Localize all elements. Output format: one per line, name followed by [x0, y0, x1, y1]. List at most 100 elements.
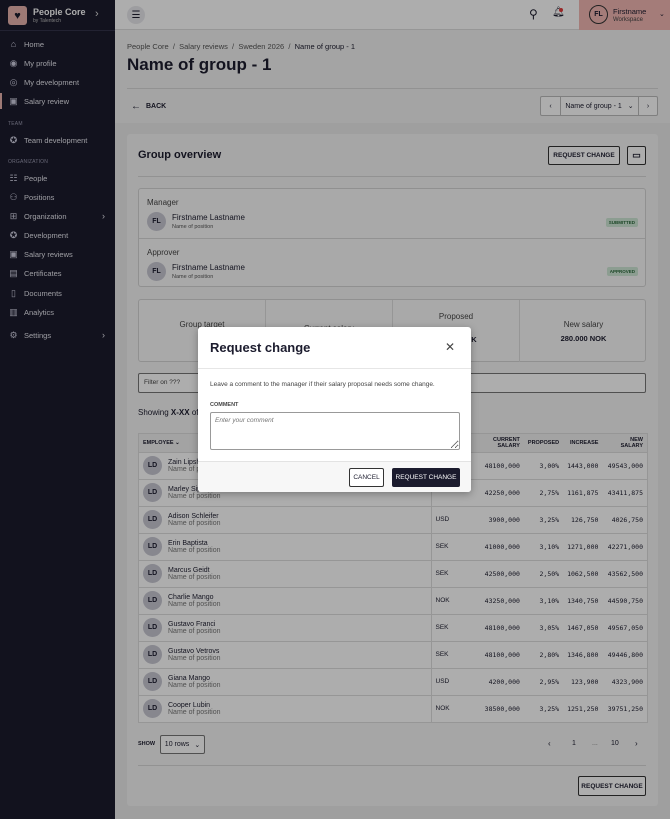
bell-icon[interactable]: 🔔︎	[552, 7, 565, 18]
currency-cell: SEK	[431, 532, 467, 560]
request-change-footer-button[interactable]: REQUEST CHANGE	[578, 776, 646, 796]
avatar: LD	[143, 618, 162, 637]
proposed-cell: 2,95%	[523, 667, 564, 695]
comment-label: COMMENT	[210, 402, 239, 408]
sidebar-item-analytics[interactable]: ▥ Analytics	[8, 304, 113, 320]
avatar: LD	[143, 510, 162, 529]
proposed-cell: 3,25%	[523, 505, 564, 533]
breadcrumb-item[interactable]: Sweden 2026	[238, 42, 285, 51]
sidebar-item-label: Salary reviews	[24, 249, 73, 259]
proposed-cell: 3,10%	[523, 532, 564, 560]
sidebar-item-organization[interactable]: ⊞ Organization ›	[8, 208, 113, 224]
table-row[interactable]: LD Cooper Lubin Name of position NOK 38500,0…	[139, 694, 647, 722]
group-selector[interactable]: ‹ Name of group - 1 ⌄ ›	[540, 96, 658, 116]
sidebar-item-label: Settings	[24, 330, 52, 340]
development-icon: ◎	[9, 76, 18, 87]
employee-position: Name of p	[168, 465, 201, 473]
page-10[interactable]: 10	[611, 740, 619, 747]
analytics-icon: ▥	[9, 306, 18, 317]
breadcrumb-item[interactable]: People Core	[127, 42, 169, 51]
chevron-right-icon[interactable]: ›	[646, 102, 650, 110]
increase-cell: 1271,000	[563, 532, 603, 560]
new-salary-cell: 4323,900	[602, 667, 647, 695]
table-row[interactable]: LD Gustavo Franci Name of position SEK 48100…	[139, 613, 647, 641]
home-icon: ⌂	[10, 39, 17, 49]
employee-position: Name of position	[168, 600, 221, 608]
table-row[interactable]: LD Gustavo Vetrovs Name of position SEK 4810…	[139, 640, 647, 668]
currency-cell: NOK	[431, 694, 467, 722]
breadcrumb-item[interactable]: Salary reviews	[179, 42, 228, 51]
avatar: LD	[143, 645, 162, 664]
sidebar-item-positions[interactable]: ⚇ Positions	[8, 189, 113, 205]
menu-icon[interactable]: ☰	[127, 6, 145, 24]
sidebar-item-label: My profile	[24, 58, 57, 68]
section-team: TEAM	[8, 121, 23, 127]
sidebar-item-my-development[interactable]: ◎ My development	[8, 74, 113, 90]
table-row[interactable]: LD Giana Mango Name of position USD 4200,000…	[139, 667, 647, 695]
sidebar-item-home[interactable]: ⌂ Home	[8, 36, 113, 52]
sidebar-item-label: People	[24, 173, 48, 183]
increase-cell: 126,750	[563, 505, 603, 533]
avatar: LD	[143, 672, 162, 691]
table-row[interactable]: LD Charlie Mango Name of position NOK 43250,…	[139, 586, 647, 614]
table-row[interactable]: LD Marcus Geidt Name of position SEK 42500,0…	[139, 559, 647, 587]
column-increase: INCREASE	[563, 434, 603, 452]
close-icon[interactable]: ✕	[445, 340, 456, 354]
page-1[interactable]: 1	[572, 740, 576, 747]
employee-position: Name of position	[168, 627, 221, 635]
approver-label: Approver	[147, 248, 180, 257]
employee-name: Giana Mango	[168, 674, 211, 682]
chevron-right-icon[interactable]: ›	[95, 8, 99, 20]
current-salary-cell: 42250,000	[467, 478, 524, 506]
sidebar-item-salary-reviews[interactable]: ▣ Salary reviews	[8, 246, 113, 262]
employee-name: Marley Sipl	[168, 485, 203, 493]
chevron-left-icon[interactable]: ‹	[541, 97, 561, 115]
table-row[interactable]: LD Adison Schleifer Name of position USD 390…	[139, 505, 647, 533]
sidebar-item-label: Certificates	[24, 268, 62, 278]
divider	[138, 176, 646, 177]
avatar: LD	[143, 483, 162, 502]
group-select[interactable]: Name of group - 1 ⌄	[561, 97, 639, 115]
cancel-button[interactable]: CANCEL	[349, 468, 384, 487]
org-icon: ⊞	[9, 210, 18, 221]
next-page-icon[interactable]: ›	[635, 739, 638, 748]
page-ellipsis: ...	[592, 740, 598, 747]
current-salary-cell: 3900,000	[467, 505, 524, 533]
page-title: Name of group - 1	[127, 55, 272, 74]
new-salary-cell: 49446,800	[602, 640, 647, 668]
prev-page-icon[interactable]: ‹	[548, 739, 551, 748]
user-menu[interactable]: FL Firstname Workspace ⌄	[579, 0, 670, 30]
employee-cell: LD Erin Baptista Name of position	[139, 532, 432, 560]
search-icon[interactable]: ⚲	[529, 7, 538, 21]
sidebar-item-my-profile[interactable]: ◉ My profile	[8, 55, 113, 71]
submit-request-change-button[interactable]: REQUEST CHANGE	[392, 468, 460, 487]
app-name: People Core	[33, 7, 86, 17]
proposed-cell: 3,10%	[523, 586, 564, 614]
comment-icon[interactable]: ▭	[627, 146, 646, 165]
logo-heart-icon[interactable]: ♥	[8, 6, 27, 25]
currency-cell: USD	[431, 667, 467, 695]
table-row[interactable]: LD Erin Baptista Name of position SEK 41000,…	[139, 532, 647, 560]
rows-per-page-select[interactable]: 10 rows ⌄	[160, 735, 205, 754]
sidebar-item-development[interactable]: ✪ Development	[8, 227, 113, 243]
sidebar-item-documents[interactable]: ▯ Documents	[8, 285, 113, 301]
employee-position: Name of position	[168, 546, 221, 554]
new-salary-cell: 44590,750	[602, 586, 647, 614]
sidebar-item-salary-review[interactable]: ▣ Salary review	[0, 93, 113, 109]
divider	[138, 765, 646, 766]
employee-name: Cooper Lubin	[168, 701, 211, 709]
increase-cell: 1062,500	[563, 559, 603, 587]
request-change-button[interactable]: REQUEST CHANGE	[548, 146, 620, 165]
comment-textarea[interactable]	[210, 412, 460, 450]
back-button[interactable]: ← BACK	[131, 101, 166, 112]
approver-name: Firstname Lastname	[172, 263, 245, 272]
employee-name: Gustavo Franci	[168, 620, 216, 628]
sidebar-item-team-development[interactable]: ✪ Team development	[8, 132, 113, 148]
sidebar-item-settings[interactable]: ⚙ Settings ›	[8, 327, 113, 343]
sidebar-item-people[interactable]: ☷ People	[8, 170, 113, 186]
increase-cell: 1340,750	[563, 586, 603, 614]
top-bar: ☰ ⚲ 🔔︎ FL Firstname Workspace ⌄	[115, 0, 670, 30]
showing-prefix: Showing	[138, 408, 171, 417]
proposed-cell: 2,75%	[523, 478, 564, 506]
sidebar-item-certificates[interactable]: ▤ Certificates	[8, 265, 113, 281]
